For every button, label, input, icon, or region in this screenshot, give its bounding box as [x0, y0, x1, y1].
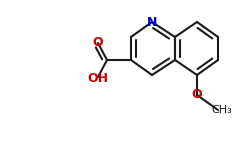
Text: OH: OH: [88, 72, 108, 86]
Text: O: O: [93, 36, 103, 50]
Text: N: N: [147, 15, 157, 28]
Text: O: O: [192, 88, 202, 102]
Text: CH₃: CH₃: [212, 105, 233, 115]
